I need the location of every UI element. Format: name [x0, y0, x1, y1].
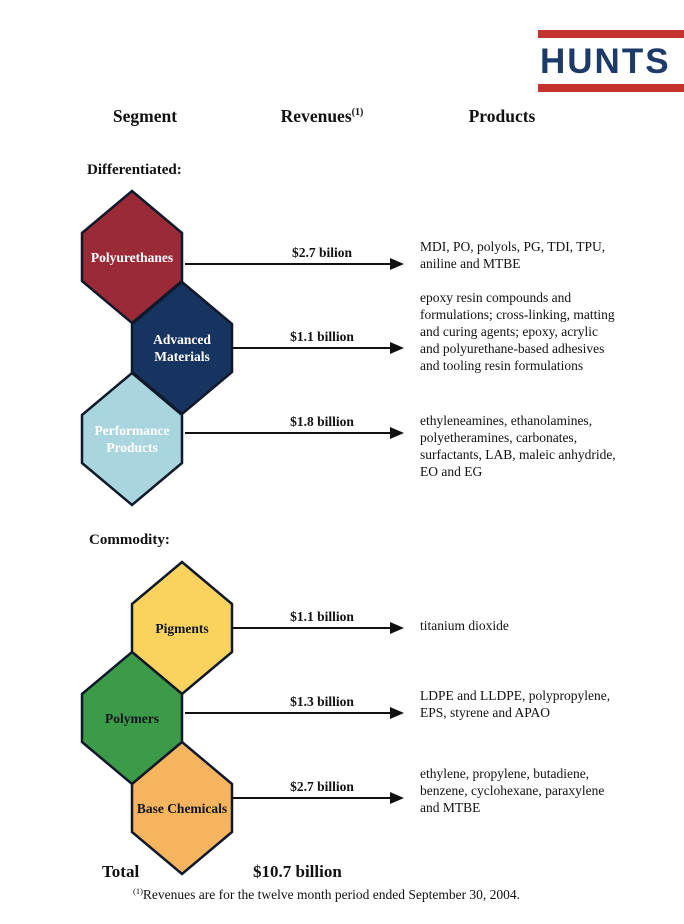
- arrow-head-icon: [390, 707, 404, 719]
- arrow-head-icon: [390, 427, 404, 439]
- hexagon-base-chemicals: Base Chemicals: [130, 740, 234, 876]
- hexagon-pigments: Pigments: [130, 560, 234, 696]
- products-base-chemicals: ethylene, propylene, butadiene, benzene,…: [420, 766, 605, 815]
- hexagon-shape: [80, 371, 184, 507]
- arrow-line: [185, 432, 390, 434]
- hexagon-label: Pigments: [155, 620, 209, 636]
- logo-wordmark: HUNTS: [540, 42, 671, 81]
- products-polyurethanes: MDI, PO, polyols, PG, TDI, TPU, aniline …: [420, 239, 606, 271]
- revenues-header-text: Revenues: [280, 106, 352, 126]
- group-label-differentiated: Differentiated:: [87, 162, 182, 178]
- arrow-line: [185, 712, 390, 714]
- revenue-pigments: $1.1 billion: [290, 609, 354, 624]
- logo-bottom-bar: [538, 84, 684, 92]
- hexagon-label: Polymers: [105, 710, 159, 726]
- hexagon-label: Advanced Materials: [153, 332, 211, 364]
- hexagon-shape: [130, 740, 234, 876]
- arrow-head-icon: [390, 258, 404, 270]
- revenue-performance-products: $1.8 billion: [290, 414, 354, 429]
- footnote-marker: (1): [133, 886, 143, 896]
- products-pigments: titanium dioxide: [420, 618, 509, 633]
- arrow-line: [233, 797, 390, 799]
- hexagon-advanced-materials: Advanced Materials: [130, 280, 234, 416]
- revenue-polymers: $1.3 billion: [290, 694, 354, 709]
- arrow-line: [233, 627, 390, 629]
- hexagon-label: Polyurethanes: [90, 249, 174, 265]
- products-polymers: LDPE and LLDPE, polypropylene, EPS, styr…: [420, 688, 611, 720]
- revenue-base-chemicals: $2.7 billion: [290, 779, 354, 794]
- products-header-text: Products: [468, 106, 536, 126]
- arrow-line: [185, 263, 390, 265]
- column-header-revenues: Revenues(1): [247, 106, 397, 127]
- total-label: Total: [102, 862, 140, 881]
- total-value: $10.7 billion: [253, 862, 342, 881]
- arrow-head-icon: [390, 342, 404, 354]
- segment-header-text: Segment: [112, 106, 178, 126]
- revenues-footnote-marker: (1): [351, 107, 364, 119]
- column-header-segment: Segment: [95, 106, 195, 127]
- revenue-polyurethanes: $2.7 bilion: [291, 245, 353, 260]
- products-performance-products: ethyleneamines, ethanolamines, polyether…: [420, 413, 616, 479]
- products-advanced-materials: epoxy resin compounds and formulations; …: [420, 290, 615, 373]
- arrow-head-icon: [390, 792, 404, 804]
- column-header-products: Products: [440, 106, 564, 127]
- arrow-line: [233, 347, 390, 349]
- footnote-text: Revenues are for the twelve month period…: [142, 887, 521, 902]
- arrow-head-icon: [390, 622, 404, 634]
- logo-top-bar: [538, 30, 684, 38]
- group-label-commodity: Commodity:: [89, 532, 170, 548]
- footnote: (1)Revenues are for the twelve month per…: [133, 886, 521, 903]
- huntsman-logo: HUNTS: [538, 30, 684, 92]
- hexagon-label: Performance Products: [94, 423, 170, 455]
- hexagon-label: Base Chemicals: [136, 800, 228, 816]
- revenue-advanced-materials: $1.1 billion: [290, 329, 354, 344]
- hexagon-performance-products: Performance Products: [80, 371, 184, 507]
